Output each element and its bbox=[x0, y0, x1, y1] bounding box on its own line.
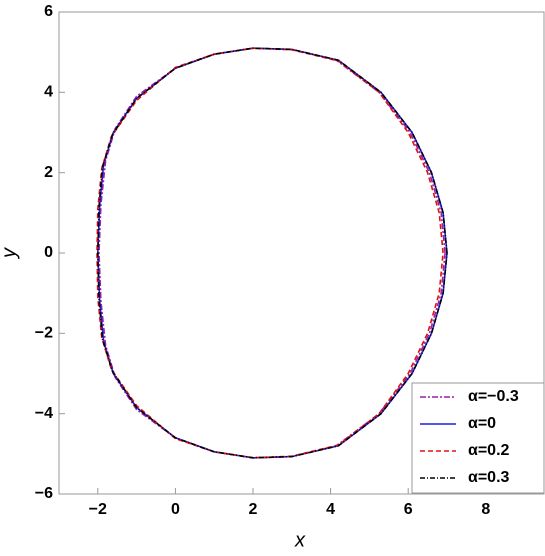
x-tick-label: 8 bbox=[481, 501, 490, 518]
x-tick-label: 6 bbox=[404, 501, 413, 518]
series-line bbox=[96, 47, 448, 459]
x-tick-label: 0 bbox=[171, 501, 180, 518]
series-line bbox=[98, 47, 446, 459]
legend-label: α=−0.3 bbox=[468, 388, 519, 405]
y-tick-label: −4 bbox=[35, 405, 53, 422]
y-tick-label: 4 bbox=[44, 84, 53, 101]
y-tick-label: −2 bbox=[35, 325, 53, 342]
legend-label: α=0 bbox=[468, 415, 496, 432]
legend-label: α=0.2 bbox=[468, 442, 510, 459]
series-line bbox=[96, 47, 448, 459]
y-tick-label: 2 bbox=[44, 164, 53, 181]
y-tick-label: 0 bbox=[44, 244, 53, 261]
y-tick-label: −6 bbox=[35, 485, 53, 502]
x-tick-label: 4 bbox=[326, 501, 335, 518]
y-tick-label: 6 bbox=[44, 3, 53, 20]
x-tick-label: 2 bbox=[249, 501, 258, 518]
legend-box bbox=[411, 382, 545, 494]
series-line bbox=[96, 47, 444, 459]
x-axis-label: x bbox=[294, 529, 306, 551]
legend-label: α=0.3 bbox=[468, 469, 510, 486]
x-tick-label: −2 bbox=[89, 501, 107, 518]
y-axis-label: y bbox=[0, 247, 20, 260]
